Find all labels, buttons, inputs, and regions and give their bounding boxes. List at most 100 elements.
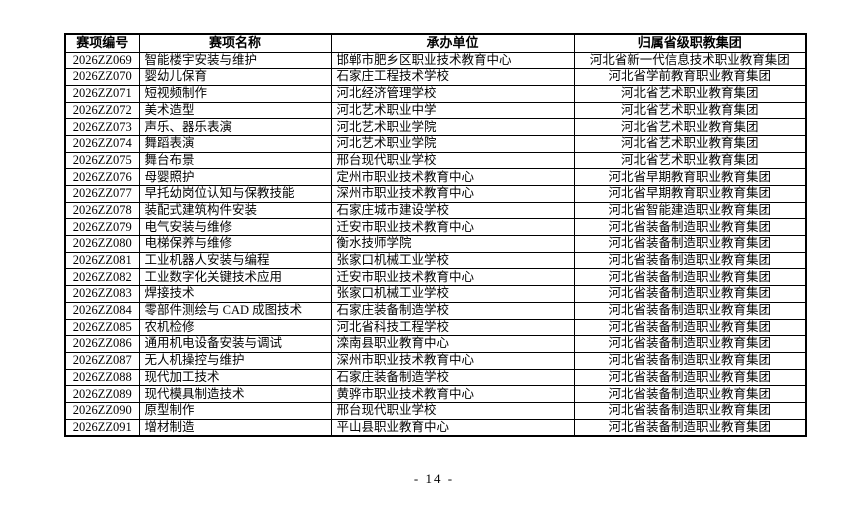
competition-id-cell: 2026ZZ071 (64, 84, 140, 103)
competition-id-cell: 2026ZZ072 (64, 101, 140, 120)
education-group-cell: 河北省艺术职业教育集团 (573, 134, 807, 153)
competition-id-cell: 2026ZZ081 (64, 251, 140, 270)
organizer-cell: 河北艺术职业学院 (330, 134, 575, 153)
competition-name-cell: 原型制作 (138, 401, 332, 420)
column-header-education-group: 归属省级职教集团 (573, 33, 807, 53)
education-group-cell: 河北省学前教育职业教育集团 (573, 68, 807, 86)
organizer-cell: 石家庄装备制造学校 (330, 301, 575, 320)
competition-id-cell: 2026ZZ070 (64, 68, 140, 86)
education-group-cell: 河北省装备制造职业教育集团 (573, 418, 807, 437)
education-group-cell: 河北省艺术职业教育集团 (573, 118, 807, 136)
organizer-cell: 深州市职业技术教育中心 (330, 351, 575, 370)
competition-table: 赛项编号 赛项名称 承办单位 归属省级职教集团 2026ZZ069 智能楼宇安装与… (64, 33, 807, 437)
table-row: 2026ZZ085 农机检修 河北省科技工程学校 河北省装备制造职业教育集团 (64, 318, 807, 337)
competition-id-cell: 2026ZZ074 (64, 134, 140, 153)
competition-id-cell: 2026ZZ078 (64, 201, 140, 220)
table-row: 2026ZZ086 通用机电设备安装与调试 滦南县职业教育中心 河北省装备制造职业教育… (64, 335, 807, 353)
competition-id-cell: 2026ZZ088 (64, 368, 140, 387)
table-row: 2026ZZ087 无人机操控与维护 深州市职业技术教育中心 河北省装备制造职业教育集… (64, 351, 807, 370)
table-row: 2026ZZ082 工业数字化关键技术应用 迁安市职业技术教育中心 河北省装备制造职业… (64, 268, 807, 287)
competition-id-cell: 2026ZZ080 (64, 235, 140, 253)
table-row: 2026ZZ071 短视频制作 河北经济管理学校 河北省艺术职业教育集团 (64, 84, 807, 103)
table-row: 2026ZZ074 舞蹈表演 河北艺术职业学院 河北省艺术职业教育集团 (64, 134, 807, 153)
education-group-cell: 河北省新一代信息技术职业教育集团 (573, 51, 807, 70)
education-group-cell: 河北省装备制造职业教育集团 (573, 401, 807, 420)
competition-name-cell: 声乐、器乐表演 (138, 118, 332, 136)
table-header-row: 赛项编号 赛项名称 承办单位 归属省级职教集团 (64, 33, 807, 53)
organizer-cell: 邢台现代职业学校 (330, 401, 575, 420)
competition-name-cell: 婴幼儿保育 (138, 68, 332, 86)
competition-id-cell: 2026ZZ086 (64, 335, 140, 353)
competition-name-cell: 短视频制作 (138, 84, 332, 103)
table-row: 2026ZZ073 声乐、器乐表演 河北艺术职业学院 河北省艺术职业教育集团 (64, 118, 807, 136)
education-group-cell: 河北省装备制造职业教育集团 (573, 218, 807, 237)
competition-name-cell: 装配式建筑构件安装 (138, 201, 332, 220)
organizer-cell: 河北经济管理学校 (330, 84, 575, 103)
column-header-organizer: 承办单位 (330, 33, 575, 53)
education-group-cell: 河北省装备制造职业教育集团 (573, 335, 807, 353)
competition-name-cell: 通用机电设备安装与调试 (138, 335, 332, 353)
table-row: 2026ZZ088 现代加工技术 石家庄装备制造学校 河北省装备制造职业教育集团 (64, 368, 807, 387)
education-group-cell: 河北省智能建造职业教育集团 (573, 201, 807, 220)
competition-id-cell: 2026ZZ069 (64, 51, 140, 70)
page-number: - 14 - (413, 471, 455, 486)
organizer-cell: 石家庄工程技术学校 (330, 68, 575, 86)
competition-id-cell: 2026ZZ090 (64, 401, 140, 420)
organizer-cell: 张家口机械工业学校 (330, 285, 575, 303)
competition-name-cell: 工业数字化关键技术应用 (138, 268, 332, 287)
competition-name-cell: 现代加工技术 (138, 368, 332, 387)
organizer-cell: 迁安市职业技术教育中心 (330, 218, 575, 237)
education-group-cell: 河北省装备制造职业教育集团 (573, 235, 807, 253)
table-row: 2026ZZ083 焊接技术 张家口机械工业学校 河北省装备制造职业教育集团 (64, 285, 807, 303)
education-group-cell: 河北省艺术职业教育集团 (573, 84, 807, 103)
competition-name-cell: 增材制造 (138, 418, 332, 437)
competition-name-cell: 农机检修 (138, 318, 332, 337)
competition-id-cell: 2026ZZ076 (64, 168, 140, 186)
education-group-cell: 河北省装备制造职业教育集团 (573, 385, 807, 403)
table-row: 2026ZZ081 工业机器人安装与编程 张家口机械工业学校 河北省装备制造职业教育集… (64, 251, 807, 270)
competition-id-cell: 2026ZZ083 (64, 285, 140, 303)
education-group-cell: 河北省装备制造职业教育集团 (573, 285, 807, 303)
organizer-cell: 河北艺术职业中学 (330, 101, 575, 120)
education-group-cell: 河北省艺术职业教育集团 (573, 151, 807, 170)
education-group-cell: 河北省装备制造职业教育集团 (573, 368, 807, 387)
table-row: 2026ZZ075 舞台布景 邢台现代职业学校 河北省艺术职业教育集团 (64, 151, 807, 170)
competition-name-cell: 母婴照护 (138, 168, 332, 186)
competition-id-cell: 2026ZZ077 (64, 185, 140, 203)
organizer-cell: 衡水技师学院 (330, 235, 575, 253)
competition-name-cell: 电梯保养与维修 (138, 235, 332, 253)
organizer-cell: 石家庄城市建设学校 (330, 201, 575, 220)
organizer-cell: 邢台现代职业学校 (330, 151, 575, 170)
organizer-cell: 黄骅市职业技术教育中心 (330, 385, 575, 403)
organizer-cell: 邯郸市肥乡区职业技术教育中心 (330, 51, 575, 70)
organizer-cell: 定州市职业技术教育中心 (330, 168, 575, 186)
education-group-cell: 河北省装备制造职业教育集团 (573, 351, 807, 370)
competition-name-cell: 零部件测绘与 CAD 成图技术 (138, 301, 332, 320)
competition-name-cell: 美术造型 (138, 101, 332, 120)
table-body: 2026ZZ069 智能楼宇安装与维护 邯郸市肥乡区职业技术教育中心 河北省新一代信息… (64, 51, 807, 437)
table-row: 2026ZZ079 电气安装与维修 迁安市职业技术教育中心 河北省装备制造职业教育集团 (64, 218, 807, 237)
organizer-cell: 深州市职业技术教育中心 (330, 185, 575, 203)
competition-id-cell: 2026ZZ091 (64, 418, 140, 437)
table-row: 2026ZZ078 装配式建筑构件安装 石家庄城市建设学校 河北省智能建造职业教育集团 (64, 201, 807, 220)
competition-id-cell: 2026ZZ089 (64, 385, 140, 403)
table-row: 2026ZZ069 智能楼宇安装与维护 邯郸市肥乡区职业技术教育中心 河北省新一代信息… (64, 51, 807, 70)
organizer-cell: 张家口机械工业学校 (330, 251, 575, 270)
education-group-cell: 河北省早期教育职业教育集团 (573, 185, 807, 203)
organizer-cell: 滦南县职业教育中心 (330, 335, 575, 353)
competition-name-cell: 焊接技术 (138, 285, 332, 303)
education-group-cell: 河北省早期教育职业教育集团 (573, 168, 807, 186)
education-group-cell: 河北省装备制造职业教育集团 (573, 318, 807, 337)
competition-name-cell: 早托幼岗位认知与保教技能 (138, 185, 332, 203)
table-row: 2026ZZ070 婴幼儿保育 石家庄工程技术学校 河北省学前教育职业教育集团 (64, 68, 807, 86)
table-row: 2026ZZ076 母婴照护 定州市职业技术教育中心 河北省早期教育职业教育集团 (64, 168, 807, 186)
organizer-cell: 迁安市职业技术教育中心 (330, 268, 575, 287)
competition-id-cell: 2026ZZ087 (64, 351, 140, 370)
education-group-cell: 河北省艺术职业教育集团 (573, 101, 807, 120)
competition-id-cell: 2026ZZ085 (64, 318, 140, 337)
competition-name-cell: 智能楼宇安装与维护 (138, 51, 332, 70)
education-group-cell: 河北省装备制造职业教育集团 (573, 251, 807, 270)
competition-id-cell: 2026ZZ073 (64, 118, 140, 136)
competition-name-cell: 工业机器人安装与编程 (138, 251, 332, 270)
